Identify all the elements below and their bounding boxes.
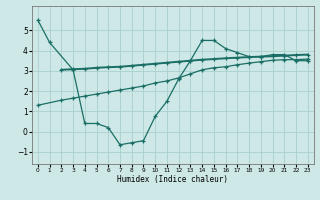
- X-axis label: Humidex (Indice chaleur): Humidex (Indice chaleur): [117, 175, 228, 184]
